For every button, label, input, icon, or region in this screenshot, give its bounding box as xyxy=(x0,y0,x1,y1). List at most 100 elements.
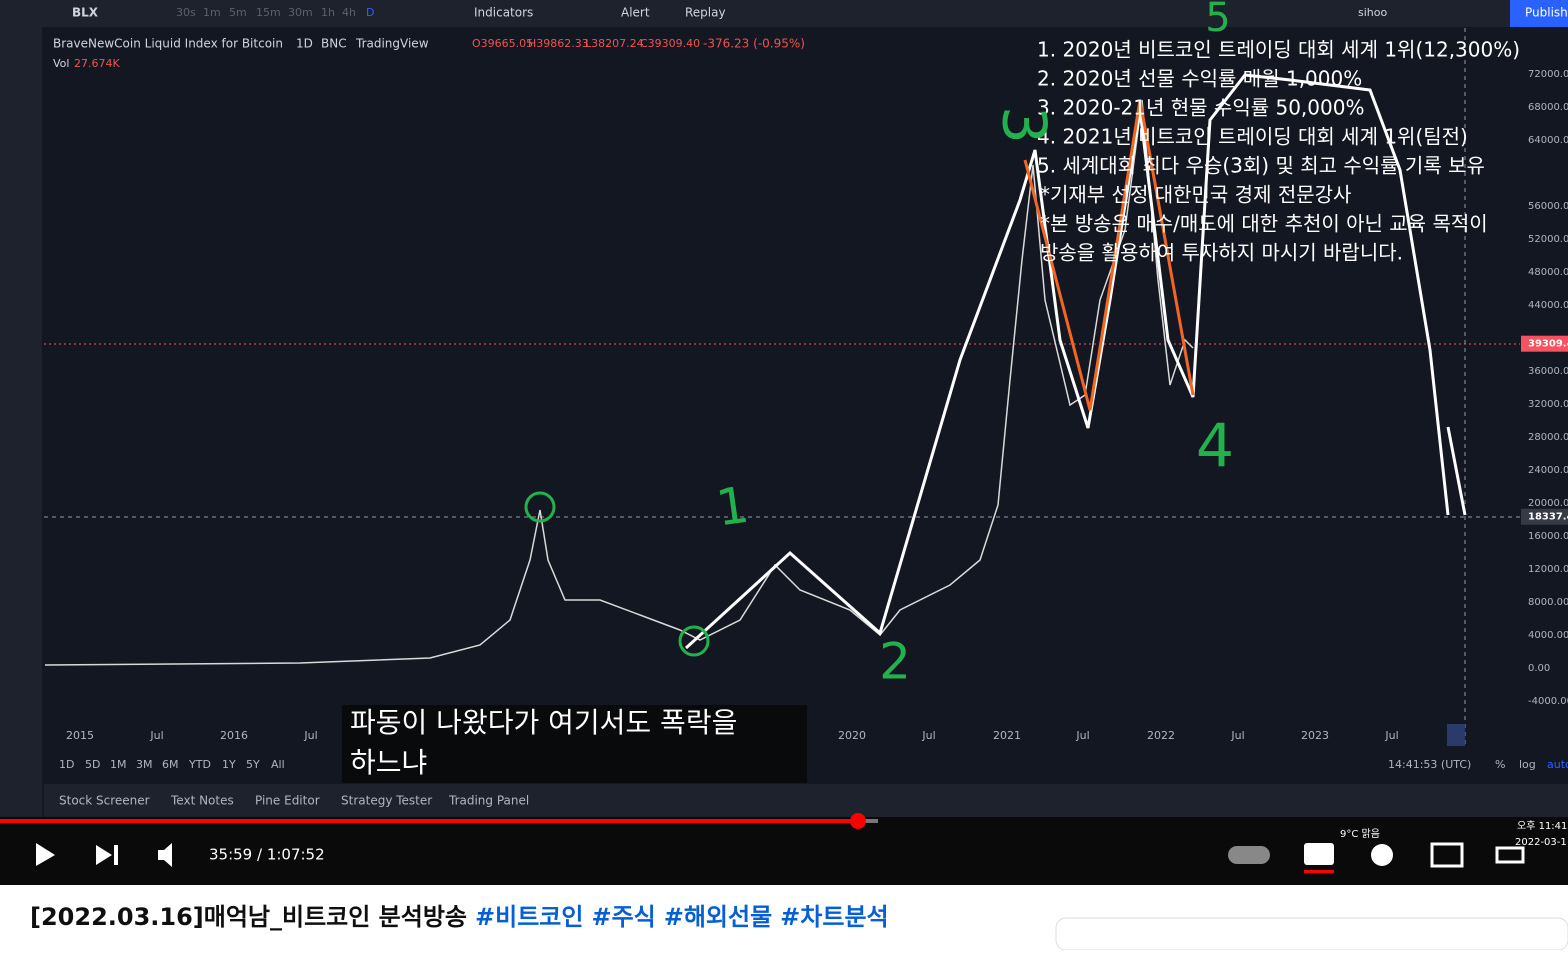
price-tick: 4000.00 xyxy=(1528,630,1568,641)
note-line: 2. 2020년 선물 수익률 매월 1,000% xyxy=(1037,67,1362,91)
player-time: 35:59 / 1:07:52 xyxy=(209,846,325,864)
hashtag[interactable]: #비트코인 xyxy=(475,903,583,931)
hashtag[interactable]: #해외선물 xyxy=(664,903,772,931)
replay[interactable]: Replay xyxy=(685,6,726,20)
tab[interactable]: Text Notes xyxy=(170,794,234,808)
tab[interactable]: Trading Panel xyxy=(448,794,529,808)
legend-interval: 1D xyxy=(296,37,313,51)
hand-line xyxy=(1446,426,1467,516)
interval[interactable]: D xyxy=(366,6,374,19)
next-button[interactable] xyxy=(96,845,112,865)
legend-open: O39665.05 xyxy=(472,37,533,50)
left-toolbar xyxy=(0,27,42,817)
hand-line xyxy=(684,73,1450,650)
note-line: 3. 2020-21년 현물 수익률 50,000% xyxy=(1037,96,1364,120)
time-tick: Jul xyxy=(303,729,317,742)
alert[interactable]: Alert xyxy=(621,6,650,20)
hashtag[interactable]: #주식 xyxy=(591,903,655,931)
note-line: 1. 2020년 비트코인 트레이딩 대회 세계 1위(12,300%) xyxy=(1037,38,1520,62)
scale-option[interactable]: % xyxy=(1495,758,1505,771)
range-button[interactable]: 1Y xyxy=(222,758,236,771)
hashtag[interactable]: #차트분석 xyxy=(780,903,888,931)
range-button[interactable]: YTD xyxy=(188,758,211,771)
price-tick: 12000.00 xyxy=(1528,564,1568,575)
price-tick: -4000.00 xyxy=(1528,696,1568,707)
time-tick: Jul xyxy=(1384,729,1398,742)
interval[interactable]: 30s xyxy=(176,6,196,19)
legend-source: TradingView xyxy=(355,37,429,51)
price-tick: 28000.00 xyxy=(1528,432,1568,443)
scale-option[interactable]: auto xyxy=(1547,758,1568,771)
note-line: 방송을 활용하여 투자하지 마시기 바랍니다. xyxy=(1040,241,1403,265)
tab[interactable]: Strategy Tester xyxy=(341,794,432,808)
subtitles-on xyxy=(1304,870,1334,873)
play-button[interactable] xyxy=(36,843,55,866)
price-badge xyxy=(1521,335,1568,352)
circle-mark xyxy=(678,625,710,657)
interval[interactable]: 1m xyxy=(203,6,221,19)
time-tick: Jul xyxy=(1075,729,1089,742)
caption-line: 파동이 나왔다가 여기서도 폭락을 xyxy=(350,706,737,739)
price-badge xyxy=(1521,508,1568,525)
price-tick: 16000.00 xyxy=(1528,531,1568,542)
scale-option[interactable]: log xyxy=(1519,758,1536,771)
interval[interactable]: 1h xyxy=(321,6,335,19)
price-tick: 48000.00 xyxy=(1528,267,1568,278)
price-badge-label: 18337.40 xyxy=(1528,512,1568,523)
user[interactable]: sihoo xyxy=(1358,6,1387,19)
legend-exchange: BNC xyxy=(321,37,347,51)
theater-button[interactable] xyxy=(1495,846,1525,864)
time-tick: 2022 xyxy=(1147,729,1175,742)
next-button-bar[interactable] xyxy=(114,845,118,865)
range-highlight xyxy=(1447,724,1465,746)
interval[interactable]: 15m xyxy=(256,6,281,19)
bottom-tabs xyxy=(44,784,1568,817)
note-line: 5. 세계대회 최다 우승(3회) 및 최고 수익률 기록 보유 xyxy=(1037,154,1485,178)
publish-button[interactable] xyxy=(1510,0,1568,27)
comment-box xyxy=(1055,917,1568,951)
settings-button[interactable] xyxy=(1371,844,1393,866)
price-badge-label: 39309.40 xyxy=(1528,339,1568,350)
interval[interactable]: 5m xyxy=(229,6,247,19)
legend-name: BraveNewCoin Liquid Index for Bitcoin xyxy=(53,37,283,51)
range-button[interactable]: 6M xyxy=(162,758,179,771)
subtitles-button[interactable] xyxy=(1304,843,1334,865)
time-tick: 2021 xyxy=(993,729,1021,742)
tray-time: 오후 11:41 xyxy=(1517,820,1567,832)
range-button[interactable]: All xyxy=(271,758,285,771)
time-tick: 2016 xyxy=(220,729,248,742)
handwriting: 4 xyxy=(1196,412,1234,482)
time-tick: Jul xyxy=(921,729,935,742)
price-tick: 68000.00 xyxy=(1528,102,1568,113)
scrubber[interactable] xyxy=(850,813,866,829)
tab[interactable]: Stock Screener xyxy=(59,794,150,808)
note-line: *본 방송은 매수/매도에 대한 추천이 아닌 교육 목적이 xyxy=(1040,212,1488,236)
range-button[interactable]: 1M xyxy=(110,758,127,771)
volume-button[interactable] xyxy=(158,843,172,867)
time-tick: Jul xyxy=(149,729,163,742)
price-tick: 36000.00 xyxy=(1528,366,1568,377)
range-button[interactable]: 5D xyxy=(85,758,100,771)
publish[interactable]: Publish xyxy=(1525,6,1568,20)
price-tick: 8000.00 xyxy=(1528,597,1568,608)
autoplay-toggle[interactable] xyxy=(1228,846,1270,864)
vol-label: Vol xyxy=(53,57,69,70)
range-button[interactable]: 1D xyxy=(59,758,74,771)
vol-value: 27.674K xyxy=(74,57,120,70)
time-tick: 2020 xyxy=(838,729,866,742)
top-toolbar xyxy=(0,0,1568,27)
range-button[interactable]: 5Y xyxy=(246,758,260,771)
tab[interactable]: Pine Editor xyxy=(255,794,320,808)
range-button[interactable]: 3M xyxy=(136,758,153,771)
interval[interactable]: 30m xyxy=(288,6,313,19)
note-line: *기재부 선정 대한민국 경제 전문강사 xyxy=(1040,183,1351,207)
tray-date: 2022-03-1 xyxy=(1515,837,1567,848)
handwriting: 5 xyxy=(1205,0,1230,41)
miniplayer-button[interactable] xyxy=(1430,842,1464,868)
handwriting: 3 xyxy=(988,106,1058,144)
interval[interactable]: 4h xyxy=(342,6,356,19)
note-line: 4. 2021년 비트코인 트레이딩 대회 세계 1위(팀전) xyxy=(1037,125,1468,149)
symbol[interactable]: BLX xyxy=(72,6,99,20)
indicators[interactable]: Indicators xyxy=(474,6,533,20)
price-tick: 44000.00 xyxy=(1528,300,1568,311)
